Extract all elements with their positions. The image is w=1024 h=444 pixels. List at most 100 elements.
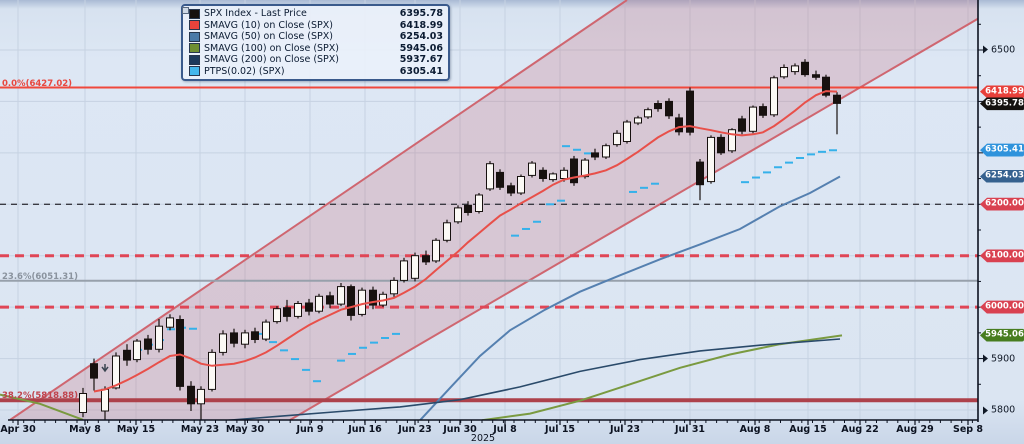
candle-body [654, 103, 662, 110]
y-axis-label-tick-icon [983, 45, 988, 54]
x-axis-date-label: Jul 8 [493, 424, 517, 435]
ptps-dash [741, 181, 749, 184]
x-axis-date-label: May 23 [180, 424, 220, 435]
legend-swatch-icon [189, 66, 200, 77]
candle-body [707, 136, 715, 183]
price-badge: 6200.00 [980, 197, 1024, 211]
legend-row-1[interactable]: SMAVG (10) on Close (SPX) 6418.99 [189, 20, 443, 32]
ma-line-100 [0, 393, 84, 420]
ptps-dash [763, 171, 771, 174]
candle-body [273, 308, 281, 323]
candle-body [539, 169, 547, 180]
ptps-dash [269, 341, 277, 344]
ptps-dash [629, 190, 637, 193]
legend-label: SPX Index - Last Price [204, 8, 307, 20]
trend-channel-upper-line [9, 0, 628, 420]
candle-body [390, 279, 398, 295]
candle-body [305, 302, 313, 312]
candle-body [400, 260, 408, 281]
ptps-dash [291, 358, 299, 361]
candle-body [454, 207, 462, 223]
trend-channel-lower-line [289, 17, 978, 420]
price-badge: 6418.99 [980, 85, 1024, 99]
event-marker-down-arrow-icon [101, 363, 109, 373]
candle-body [347, 286, 355, 316]
y-axis-label: 5900 [983, 353, 1015, 364]
candle-body [623, 121, 631, 142]
candle-body [780, 67, 788, 78]
candle-body [644, 109, 652, 118]
legend-row-4[interactable]: SMAVG (200) on Close (SPX) 5937.67 [189, 54, 443, 66]
legend-label: PTPS(0.02) (SPX) [204, 65, 285, 77]
candle-body [749, 106, 757, 132]
legend-row-2[interactable]: SMAVG (50) on Close (SPX) 6254.03 [189, 31, 443, 43]
legend-collapse-icon[interactable] [182, 7, 189, 14]
candle-body [528, 162, 536, 176]
x-axis-date-label: Jul 23 [609, 424, 641, 435]
candle-body [133, 340, 141, 361]
ptps-dash [829, 149, 837, 152]
ptps-dash [381, 336, 389, 339]
x-axis-date-label: May 15 [116, 424, 156, 435]
ptps-dash [522, 227, 530, 230]
candle-body [326, 295, 334, 305]
candle-body [294, 303, 302, 317]
candle-body [486, 163, 494, 190]
legend-row-0[interactable]: SPX Index - Last Price 6395.78 [189, 8, 443, 20]
ptps-dash [640, 186, 648, 189]
ptps-dash [511, 234, 519, 237]
candle-body [422, 255, 430, 263]
candle-body [219, 333, 227, 353]
x-axis-date-label: Jul 15 [544, 424, 576, 435]
price-badge: 6395.78 [980, 97, 1024, 111]
price-badge: 6100.00 [980, 249, 1024, 263]
candle-body [241, 332, 249, 345]
ptps-dash [313, 380, 321, 383]
ptps-dash [392, 332, 400, 335]
legend-value: 6254.03 [399, 31, 443, 43]
candle-body [517, 176, 525, 194]
legend-swatch-icon [189, 54, 200, 65]
x-axis-date-label: Aug 15 [789, 424, 827, 435]
candle-body [738, 118, 746, 132]
candle-body [315, 295, 323, 312]
candle-body [123, 349, 131, 361]
fib-level-label: 38.2%(5818.88) [2, 391, 78, 402]
ptps-dash [337, 359, 345, 362]
x-axis-date-label: Jun 16 [348, 424, 382, 435]
candle-body [791, 65, 799, 73]
legend-row-3[interactable]: SMAVG (100) on Close (SPX) 5945.06 [189, 43, 443, 55]
candle-body [496, 171, 504, 188]
y-axis-label: 5800 [983, 405, 1015, 416]
ptps-dash [796, 156, 804, 159]
ma-line-100 [481, 334, 843, 420]
ptps-dash [785, 161, 793, 164]
candle-body [464, 204, 472, 214]
legend-row-5[interactable]: PTPS(0.02) (SPX) 6305.41 [189, 66, 443, 78]
ptps-dash [562, 145, 570, 148]
candle-body [665, 100, 673, 117]
candle-body [358, 289, 366, 315]
candle-body [101, 388, 109, 412]
candle-body [90, 363, 98, 379]
ptps-dash [280, 349, 288, 352]
candle-body [166, 317, 174, 328]
candle-body [570, 158, 578, 184]
candle-body [411, 255, 419, 279]
candle-body [262, 321, 270, 340]
ptps-dash [370, 341, 378, 344]
chart-legend[interactable]: SPX Index - Last Price 6395.78 SMAVG (10) … [181, 4, 450, 81]
price-badge: 6254.03 [980, 169, 1024, 183]
candle-body [337, 286, 345, 305]
legend-swatch-icon [189, 43, 200, 54]
candle-body [759, 106, 767, 116]
candle-body [112, 355, 120, 389]
ptps-dash [348, 352, 356, 355]
x-axis-date-label: Sep 8 [952, 424, 984, 435]
price-badge: 5945.06 [980, 328, 1024, 342]
candle-body [176, 319, 184, 387]
x-axis-date-label: May 8 [69, 424, 101, 435]
legend-value: 6395.78 [399, 8, 443, 20]
price-badge: 6305.41 [980, 143, 1024, 157]
